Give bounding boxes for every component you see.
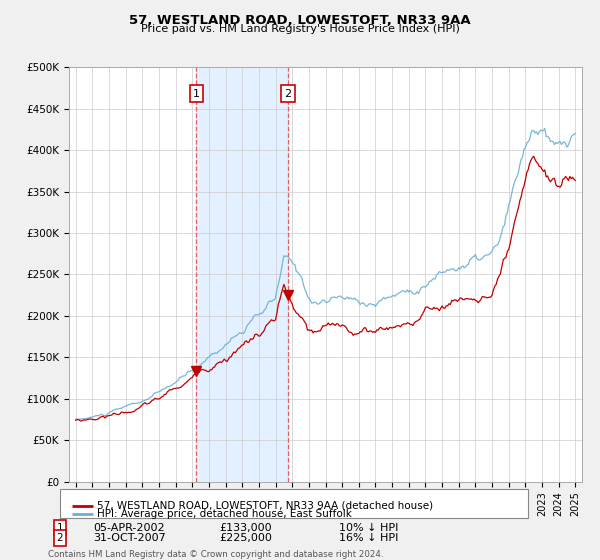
Text: 05-APR-2002: 05-APR-2002 [93,523,164,533]
Text: Contains HM Land Registry data © Crown copyright and database right 2024.
This d: Contains HM Land Registry data © Crown c… [48,550,383,560]
Text: 16% ↓ HPI: 16% ↓ HPI [339,533,398,543]
Text: £225,000: £225,000 [219,533,272,543]
Text: Price paid vs. HM Land Registry's House Price Index (HPI): Price paid vs. HM Land Registry's House … [140,24,460,34]
Text: 2: 2 [56,533,64,543]
Text: 1: 1 [56,523,64,533]
Text: 2: 2 [284,88,292,99]
Text: 10% ↓ HPI: 10% ↓ HPI [339,523,398,533]
Text: 57, WESTLAND ROAD, LOWESTOFT, NR33 9AA: 57, WESTLAND ROAD, LOWESTOFT, NR33 9AA [129,14,471,27]
Text: £133,000: £133,000 [219,523,272,533]
Text: 57, WESTLAND ROAD, LOWESTOFT, NR33 9AA (detached house): 57, WESTLAND ROAD, LOWESTOFT, NR33 9AA (… [97,501,433,511]
Text: 1: 1 [193,88,200,99]
Text: HPI: Average price, detached house, East Suffolk: HPI: Average price, detached house, East… [97,509,352,519]
Bar [196,67,288,482]
Text: 31-OCT-2007: 31-OCT-2007 [93,533,166,543]
